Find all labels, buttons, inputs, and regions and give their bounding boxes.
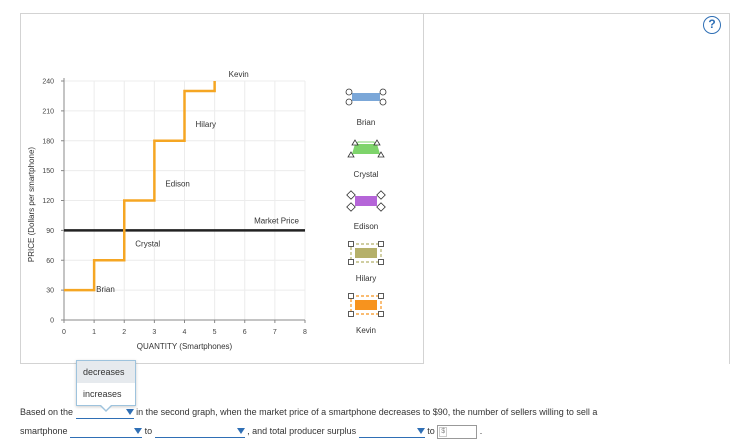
dropdown-change-direction[interactable]	[75, 407, 134, 419]
x-tick-label: 7	[273, 329, 277, 336]
y-tick-label: 150	[42, 168, 54, 175]
x-tick-label: 0	[62, 329, 66, 336]
y-tick-label: 0	[50, 318, 54, 325]
y-axis-title: PRICE (Dollars per smartphone)	[27, 147, 36, 262]
market-price-label: Market Price	[254, 216, 299, 225]
sentence-part3: smartphone	[20, 426, 68, 436]
sentence-part1: Based on the	[20, 407, 74, 417]
sentence-part6: to	[427, 426, 435, 436]
dropdown-option-decreases[interactable]: decreases	[77, 361, 135, 383]
sentence-part2: in the second graph, when the market pri…	[136, 407, 598, 417]
question-sentence: Based on the in the second graph, when t…	[20, 403, 720, 441]
sentence-part4: to	[144, 426, 153, 436]
surplus-amount-input[interactable]: $	[437, 424, 478, 439]
dollar-sign: $	[439, 426, 448, 437]
y-tick-label: 180	[42, 138, 54, 145]
y-tick-label: 240	[42, 79, 54, 86]
help-button[interactable]: ?	[703, 16, 721, 34]
supply-curve	[64, 81, 216, 292]
x-tick-label: 5	[213, 329, 217, 336]
dropdown-sellers-number[interactable]	[154, 426, 245, 438]
tool-brian[interactable]	[345, 88, 387, 106]
sentence-part5: , and total producer surplus	[247, 426, 357, 436]
x-tick-label: 3	[152, 329, 156, 336]
tool-edison[interactable]	[346, 190, 386, 212]
dropdown-menu[interactable]: decreases increases	[76, 360, 136, 412]
seller-label-crystal: Crystal	[135, 239, 160, 248]
tool-label-brian: Brian	[357, 118, 376, 127]
dropdown-option-increases[interactable]: increases	[83, 389, 122, 399]
tool-label-edison: Edison	[354, 222, 378, 231]
x-tick-label: 6	[243, 329, 247, 336]
x-tick-label: 2	[122, 329, 126, 336]
tool-label-crystal: Crystal	[354, 170, 379, 179]
seller-label-kevin: Kevin	[229, 70, 249, 79]
y-tick-label: 90	[46, 228, 54, 235]
tool-hilary[interactable]	[348, 241, 384, 265]
tool-kevin[interactable]	[348, 293, 384, 317]
sentence-end: .	[479, 426, 483, 436]
seller-label-edison: Edison	[165, 180, 189, 189]
seller-label-hilary: Hilary	[196, 120, 216, 129]
x-tick-label: 1	[92, 329, 96, 336]
right-frame	[424, 13, 730, 364]
y-tick-label: 30	[46, 288, 54, 295]
seller-label-brian: Brian	[96, 285, 115, 294]
x-axis-title: QUANTITY (Smartphones)	[137, 342, 233, 351]
x-tick-label: 8	[303, 329, 307, 336]
dropdown-surplus-direction[interactable]	[358, 426, 425, 438]
dropdown-sellers-direction[interactable]	[70, 426, 143, 438]
x-tick-label: 4	[183, 329, 187, 336]
tool-crystal[interactable]	[347, 139, 385, 158]
tool-label-hilary: Hilary	[356, 274, 376, 283]
tool-label-kevin: Kevin	[356, 326, 376, 335]
y-tick-label: 120	[42, 198, 54, 205]
y-tick-label: 60	[46, 258, 54, 265]
y-tick-label: 210	[42, 108, 54, 115]
